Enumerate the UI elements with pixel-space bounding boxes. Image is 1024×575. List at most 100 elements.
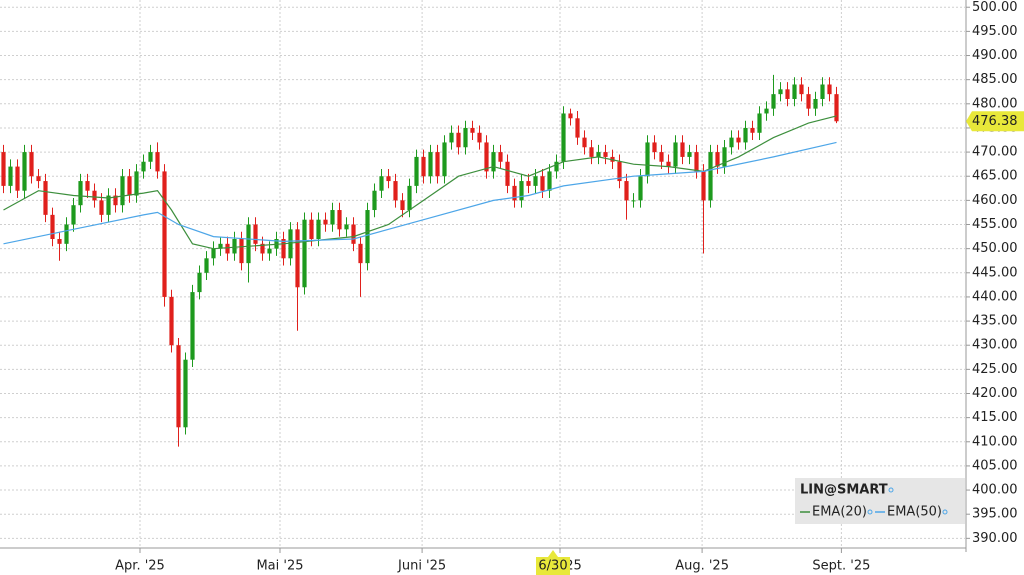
candle-body bbox=[687, 152, 692, 157]
candle-body bbox=[638, 176, 643, 201]
candle-body bbox=[316, 219, 321, 239]
candle-body bbox=[141, 161, 146, 172]
candle-body bbox=[736, 137, 741, 143]
candle-body bbox=[50, 214, 55, 239]
candle-body bbox=[715, 152, 720, 167]
candle-body bbox=[260, 243, 265, 254]
candle-body bbox=[435, 152, 440, 177]
y-tick-label: 485.00 bbox=[972, 72, 1018, 87]
candle-body bbox=[64, 224, 69, 244]
candle-body bbox=[428, 152, 433, 177]
candle-body bbox=[323, 219, 328, 225]
y-tick-label: 415.00 bbox=[972, 410, 1018, 425]
candle-body bbox=[365, 210, 370, 264]
y-tick-label: 455.00 bbox=[972, 217, 1018, 232]
candle-body bbox=[148, 152, 153, 162]
candle-body bbox=[645, 142, 650, 177]
candle-body bbox=[246, 224, 251, 264]
legend-title: LIN@SMART bbox=[800, 483, 888, 498]
candle-body bbox=[8, 166, 13, 186]
x-tick-label: Mai '25 bbox=[256, 559, 303, 574]
candle-body bbox=[400, 200, 405, 211]
candle-body bbox=[253, 224, 258, 244]
candle-body bbox=[176, 345, 181, 428]
candle-body bbox=[372, 190, 377, 211]
candle-body bbox=[393, 181, 398, 201]
candle-body bbox=[29, 152, 34, 177]
y-tick-label: 430.00 bbox=[972, 338, 1018, 353]
candle-body bbox=[71, 205, 76, 225]
candle-body bbox=[750, 127, 755, 133]
candle-body bbox=[113, 195, 118, 206]
candle-body bbox=[771, 94, 776, 109]
candle-body bbox=[421, 156, 426, 177]
candle-body bbox=[680, 142, 685, 157]
candle-body bbox=[498, 152, 503, 162]
candle-body bbox=[477, 132, 482, 143]
legend: LIN@SMART EMA(20) EMA(50) bbox=[795, 478, 965, 524]
candle-body bbox=[596, 152, 601, 157]
candle-body bbox=[589, 147, 594, 157]
candle-body bbox=[827, 84, 832, 95]
legend-entry: EMA(50) bbox=[887, 505, 942, 520]
candle-body bbox=[561, 113, 566, 162]
candle-body bbox=[505, 161, 510, 186]
candle-body bbox=[92, 190, 97, 201]
candle-body bbox=[792, 84, 797, 99]
crosshair-label-pointer bbox=[548, 550, 558, 557]
candle-body bbox=[659, 152, 664, 162]
y-tick-label: 405.00 bbox=[972, 458, 1018, 473]
y-tick-label: 440.00 bbox=[972, 289, 1018, 304]
candle-body bbox=[813, 98, 818, 109]
y-tick-label: 450.00 bbox=[972, 241, 1018, 256]
candle-body bbox=[414, 156, 419, 186]
candle-body bbox=[834, 94, 839, 122]
candle-body bbox=[15, 166, 20, 191]
candle-body bbox=[652, 142, 657, 153]
y-tick-label: 420.00 bbox=[972, 386, 1018, 401]
candle-body bbox=[120, 176, 125, 206]
candle-body bbox=[309, 219, 314, 239]
candle-body bbox=[785, 89, 790, 99]
candle-body bbox=[484, 142, 489, 172]
candle-body bbox=[155, 152, 160, 172]
candle-body bbox=[232, 238, 237, 254]
candle-body bbox=[568, 113, 573, 119]
candle-body bbox=[127, 176, 132, 196]
candle-body bbox=[218, 243, 223, 249]
candle-body bbox=[43, 181, 48, 215]
candle-body bbox=[547, 171, 552, 191]
price-tag-bg bbox=[966, 111, 1024, 132]
y-tick-label: 390.00 bbox=[972, 531, 1018, 546]
candle-body bbox=[351, 224, 356, 244]
candle-body bbox=[442, 142, 447, 177]
candle-body bbox=[820, 84, 825, 99]
candle-body bbox=[554, 161, 559, 172]
candle-body bbox=[708, 152, 713, 201]
crosshair-label: 6/30 bbox=[538, 559, 567, 574]
candle-body bbox=[204, 258, 209, 273]
crosshair-label-bg bbox=[536, 557, 570, 575]
candle-body bbox=[722, 147, 727, 167]
candle-body bbox=[519, 181, 524, 201]
candle-body bbox=[729, 137, 734, 148]
candle-body bbox=[407, 185, 412, 211]
candle-body bbox=[491, 152, 496, 172]
legend-icon bbox=[942, 509, 948, 515]
candle-body bbox=[330, 210, 335, 225]
x-tick-label: Sept. '25 bbox=[812, 559, 870, 574]
candle-body bbox=[512, 185, 517, 201]
candle-body bbox=[533, 176, 538, 186]
candle-body bbox=[183, 359, 188, 428]
y-tick-label: 435.00 bbox=[972, 314, 1018, 329]
y-tick-label: 500.00 bbox=[972, 0, 1018, 15]
y-tick-label: 445.00 bbox=[972, 265, 1018, 280]
x-tick-label: Juni '25 bbox=[397, 559, 446, 574]
y-tick-label: 465.00 bbox=[972, 169, 1018, 184]
candle-body bbox=[288, 229, 293, 259]
candle-body bbox=[169, 296, 174, 346]
candle-body bbox=[778, 89, 783, 95]
candle-body bbox=[799, 84, 804, 95]
candle-body bbox=[225, 243, 230, 254]
candle-body bbox=[631, 200, 636, 202]
